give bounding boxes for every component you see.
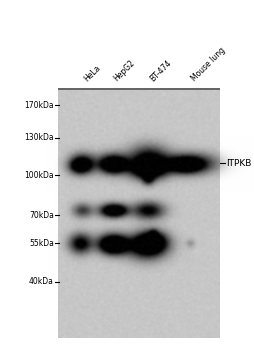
Text: 170kDa: 170kDa [24,100,54,110]
Text: 130kDa: 130kDa [24,133,54,142]
Text: 55kDa: 55kDa [29,238,54,247]
Text: Mouse lung: Mouse lung [189,46,227,83]
Text: 70kDa: 70kDa [29,210,54,219]
Text: 100kDa: 100kDa [24,170,54,180]
Text: HeLa: HeLa [82,63,102,83]
Text: BT-474: BT-474 [147,58,172,83]
Text: HepG2: HepG2 [112,58,136,83]
Text: ITPKB: ITPKB [225,159,250,168]
Text: 40kDa: 40kDa [29,278,54,287]
